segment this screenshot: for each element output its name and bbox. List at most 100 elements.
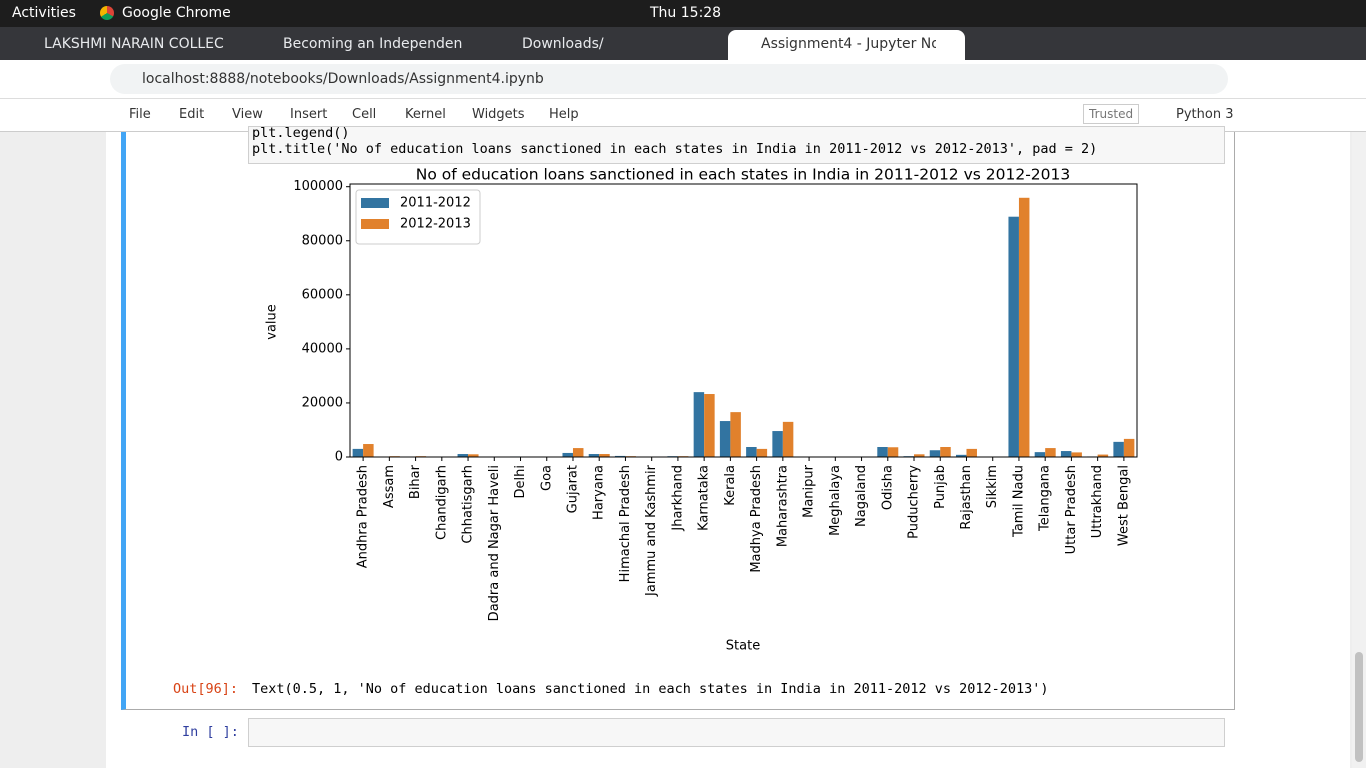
menu-item[interactable]: Kernel (405, 107, 446, 122)
legend-swatch (361, 198, 389, 208)
x-tick-label: Uttar Pradesh (1064, 465, 1079, 554)
x-tick-label: Rajasthan (959, 465, 974, 530)
bar (914, 454, 925, 457)
x-tick-label: Telangana (1038, 465, 1053, 532)
plot-frame (349, 183, 1138, 458)
y-tick-label: 80000 (302, 233, 343, 248)
menu-item[interactable]: File (129, 107, 151, 122)
active-tab[interactable]: Assignment4 - Jupyter No (728, 30, 965, 60)
x-tick-label: Bihar (408, 464, 423, 499)
bar (1034, 452, 1046, 457)
omnibox[interactable]: localhost:8888/notebooks/Downloads/Assig… (110, 64, 1228, 94)
out-prompt: Out[96]: (173, 681, 239, 697)
bar (746, 446, 757, 457)
bar (599, 454, 610, 457)
bar (756, 448, 768, 457)
chrome-icon (100, 6, 114, 20)
tab[interactable]: Becoming an Independen (250, 33, 485, 60)
x-tick-label: Kerala (723, 465, 738, 506)
code-line: plt.legend() (252, 126, 350, 141)
bar (1123, 438, 1135, 457)
menu-item[interactable]: View (232, 107, 263, 122)
y-tick-label: 100000 (293, 179, 343, 194)
clock[interactable]: Thu 15:28 (650, 5, 722, 21)
bar (782, 421, 794, 457)
bar (572, 448, 584, 457)
tab[interactable]: LAKSHMI NARAIN COLLEC (10, 33, 240, 60)
y-tick-label: 60000 (302, 287, 343, 302)
code-line: plt.title('No of education loans sanctio… (252, 141, 1098, 157)
activities[interactable]: Activities (12, 5, 76, 21)
app-menu[interactable]: Google Chrome (122, 5, 231, 21)
bar (1060, 451, 1072, 457)
bar (562, 452, 573, 457)
kernel-name: Python 3 (1176, 107, 1234, 122)
bar (1045, 448, 1056, 457)
bar (955, 454, 967, 457)
x-tick-label: Himachal Pradesh (618, 465, 633, 582)
code-input[interactable] (248, 718, 1225, 747)
y-tick-label: 20000 (302, 395, 343, 410)
tab-title: Downloads/ (522, 36, 604, 52)
bar (966, 448, 977, 457)
bar (468, 454, 479, 457)
x-tick-label: Jharkhand (670, 465, 685, 532)
bar (693, 392, 705, 457)
x-tick-label: Sikkim (985, 465, 1000, 508)
x-tick-label: Gujarat (565, 465, 580, 513)
bar (929, 450, 941, 457)
x-tick-label: Jammu and Kashmir (644, 464, 659, 597)
x-tick-label: Odisha (880, 465, 895, 510)
bar (1071, 452, 1082, 457)
menu-item[interactable]: Cell (352, 107, 377, 122)
legend-label: 2011-2012 (400, 196, 471, 211)
x-tick-label: Maharashtra (775, 465, 790, 547)
tab-strip: LAKSHMI NARAIN COLLEC Becoming an Indepe… (0, 27, 1366, 60)
x-tick-label: Puducherry (907, 465, 922, 539)
bar (352, 448, 364, 457)
bar (719, 421, 731, 457)
legend-swatch (361, 219, 389, 229)
x-tick-label: Madhya Pradesh (749, 465, 764, 573)
bar (877, 446, 888, 457)
scrollbar[interactable] (1352, 132, 1366, 768)
tab-title: Assignment4 - Jupyter No (761, 36, 936, 52)
tab[interactable]: Downloads/ (490, 33, 722, 60)
x-tick-label: Manipur (802, 464, 817, 518)
scroll-thumb[interactable] (1355, 652, 1363, 762)
x-tick-label: Haryana (592, 465, 607, 520)
x-tick-label: Chhatisgarh (461, 465, 476, 544)
menu-item[interactable]: Insert (290, 107, 328, 122)
menu-item[interactable]: Help (549, 107, 579, 122)
address-bar: localhost:8888/notebooks/Downloads/Assig… (0, 60, 1366, 99)
x-axis-label: State (726, 639, 760, 654)
bar (1018, 197, 1030, 457)
bar (1097, 454, 1109, 457)
bar (614, 455, 626, 457)
bar (457, 454, 469, 457)
bar (588, 454, 600, 457)
tab-title: Becoming an Independen (283, 36, 463, 52)
x-tick-label: Assam (382, 465, 397, 508)
system-bar: Activities Google Chrome Thu 15:28 (0, 0, 1366, 27)
bar (363, 444, 374, 457)
trusted-indicator[interactable]: Trusted (1083, 104, 1140, 124)
bar (772, 431, 783, 457)
x-tick-label: Uttrakhand (1090, 465, 1105, 538)
url: localhost:8888/notebooks/Downloads/Assig… (142, 71, 544, 87)
chart-title: No of education loans sanctioned in each… (416, 166, 1071, 184)
code-cell[interactable] (121, 132, 1235, 710)
bar (887, 447, 899, 457)
bar (1008, 216, 1019, 457)
x-tick-label: Andhra Pradesh (356, 465, 371, 568)
bar (730, 412, 741, 457)
bar (704, 394, 715, 457)
x-tick-label: Dadra and Nagar Haveli (487, 465, 502, 621)
menu-item[interactable]: Widgets (472, 107, 525, 122)
menu-item[interactable]: Edit (179, 107, 205, 122)
x-tick-label: Punjab (933, 465, 948, 509)
code-input[interactable]: plt.legend() plt.title('No of education … (248, 126, 1225, 164)
y-axis-label: value (265, 304, 280, 340)
x-tick-label: West Bengal (1116, 465, 1131, 546)
